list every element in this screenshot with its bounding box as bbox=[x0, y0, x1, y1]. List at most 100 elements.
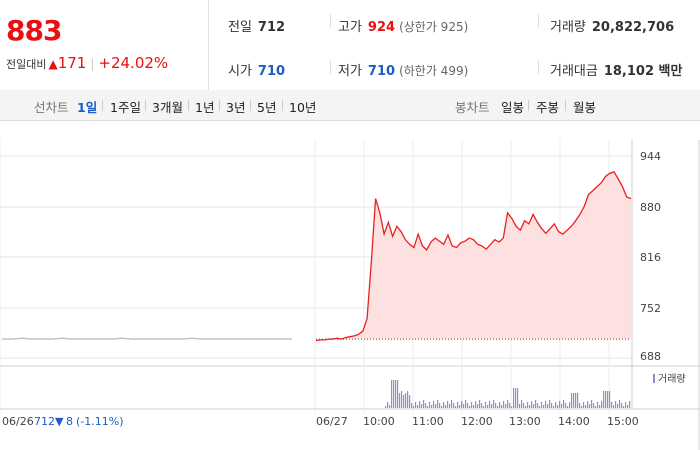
trade-amount: 거래대금 18,102 백만 bbox=[550, 64, 683, 79]
volume-bar bbox=[587, 401, 589, 408]
tab-period-5y[interactable]: 5년 bbox=[257, 100, 277, 115]
volume-bar bbox=[411, 403, 413, 408]
x-label: 06/26 bbox=[2, 415, 34, 428]
volume-bar bbox=[477, 404, 479, 408]
volume: 거래량 20,822,706 bbox=[550, 20, 675, 35]
volume-bar bbox=[409, 395, 411, 408]
tab-period-3y[interactable]: 3년 bbox=[226, 100, 246, 115]
tab-candle-weekly[interactable]: 주봉 bbox=[536, 100, 560, 115]
volume-bar bbox=[391, 380, 393, 408]
change-row: 전일대비 ▲171 | +24.02% bbox=[6, 54, 168, 72]
volume-bar bbox=[449, 404, 451, 408]
volume-bar bbox=[585, 405, 587, 408]
volume-bar bbox=[593, 403, 595, 408]
volume-bar bbox=[507, 400, 509, 408]
volume-bar bbox=[535, 400, 537, 408]
volume-bar bbox=[623, 406, 625, 408]
volume-bar bbox=[453, 403, 455, 408]
divider bbox=[330, 60, 331, 74]
tab-period-1d[interactable]: 1일 bbox=[77, 100, 98, 115]
volume-bar bbox=[505, 404, 507, 408]
y-tick-label: 816 bbox=[640, 251, 661, 264]
up-arrow-icon: ▲ bbox=[48, 57, 58, 71]
volume-bar bbox=[605, 391, 607, 408]
volume-bar bbox=[399, 393, 401, 408]
volume-bar bbox=[487, 405, 489, 408]
volume-bar bbox=[557, 405, 559, 408]
down-arrow-icon: ▼ bbox=[55, 415, 64, 428]
x-label: 12:00 bbox=[461, 415, 493, 428]
volume-bar bbox=[439, 403, 441, 408]
prev-day-price: 712 bbox=[34, 415, 55, 428]
volume-bar bbox=[555, 402, 557, 408]
volume-bar bbox=[497, 406, 499, 408]
volume-bar bbox=[481, 403, 483, 408]
divider bbox=[219, 100, 220, 111]
volume-bar bbox=[451, 400, 453, 408]
volume-bar bbox=[619, 400, 621, 408]
divider bbox=[145, 100, 146, 111]
volume-bar bbox=[435, 404, 437, 408]
volume-bar bbox=[423, 400, 425, 408]
tab-period-1w[interactable]: 1주일 bbox=[110, 100, 141, 115]
volume-bar bbox=[469, 406, 471, 408]
volume-bar bbox=[387, 402, 389, 408]
volume-bar bbox=[445, 405, 447, 408]
x-label: 06/27 bbox=[316, 415, 348, 428]
volume-bar bbox=[545, 401, 547, 408]
volume-bar bbox=[539, 406, 541, 408]
chart-toolbar: 선차트 1일 1주일 3개월 1년 3년 5년 10년 봉차트 일봉 주봉 월봉 bbox=[0, 90, 700, 121]
volume-bar bbox=[511, 406, 513, 408]
tab-period-10y[interactable]: 10년 bbox=[289, 100, 317, 115]
volume-bar bbox=[455, 406, 457, 408]
volume-bar bbox=[519, 404, 521, 408]
volume-bar bbox=[603, 391, 605, 408]
volume-bar bbox=[531, 401, 533, 408]
volume-bar bbox=[611, 402, 613, 408]
volume-bar bbox=[417, 405, 419, 408]
y-tick-label: 944 bbox=[640, 150, 661, 163]
tab-candle-monthly[interactable]: 월봉 bbox=[573, 100, 597, 115]
change-value: 171 bbox=[57, 54, 87, 72]
volume-bar bbox=[475, 401, 477, 408]
volume-bar bbox=[533, 404, 535, 408]
tab-period-1y[interactable]: 1년 bbox=[195, 100, 215, 115]
volume-bar bbox=[613, 405, 615, 408]
volume-bar bbox=[467, 403, 469, 408]
volume-bar bbox=[465, 400, 467, 408]
volume-bar bbox=[581, 406, 583, 408]
candle-chart-label: 봉차트 bbox=[455, 100, 490, 115]
volume-bar bbox=[509, 403, 511, 408]
volume-bar bbox=[407, 391, 409, 408]
volume-bar bbox=[625, 402, 627, 408]
prev-close: 전일 712 bbox=[228, 20, 286, 35]
volume-bar bbox=[421, 404, 423, 408]
volume-bar bbox=[553, 406, 555, 408]
volume-bar bbox=[517, 388, 519, 408]
volume-bar bbox=[629, 401, 631, 408]
volume-bar bbox=[579, 403, 581, 408]
volume-bar bbox=[525, 406, 527, 408]
x-label: 15:00 bbox=[607, 415, 639, 428]
volume-bar bbox=[523, 403, 525, 408]
volume-bar bbox=[573, 393, 575, 408]
volume-bar bbox=[589, 404, 591, 408]
volume-bar bbox=[427, 406, 429, 408]
volume-bar bbox=[401, 391, 403, 408]
tab-candle-daily[interactable]: 일봉 bbox=[501, 100, 525, 115]
change-percent: +24.02% bbox=[98, 54, 169, 72]
volume-bar bbox=[403, 395, 405, 408]
volume-bar bbox=[395, 380, 397, 408]
price-chart: 944 880 816 752 688 거래량 06/26 712 ▼ 8 (-… bbox=[0, 140, 700, 450]
volume-bar bbox=[549, 400, 551, 408]
volume-bar bbox=[551, 403, 553, 408]
volume-bar bbox=[459, 405, 461, 408]
volume-bar bbox=[563, 400, 565, 408]
divider bbox=[188, 100, 189, 111]
volume-bar bbox=[425, 403, 427, 408]
tab-period-3m[interactable]: 3개월 bbox=[152, 100, 183, 115]
x-label: 13:00 bbox=[509, 415, 541, 428]
volume-bar bbox=[413, 406, 415, 408]
volume-bar bbox=[437, 400, 439, 408]
volume-bar bbox=[513, 388, 515, 408]
